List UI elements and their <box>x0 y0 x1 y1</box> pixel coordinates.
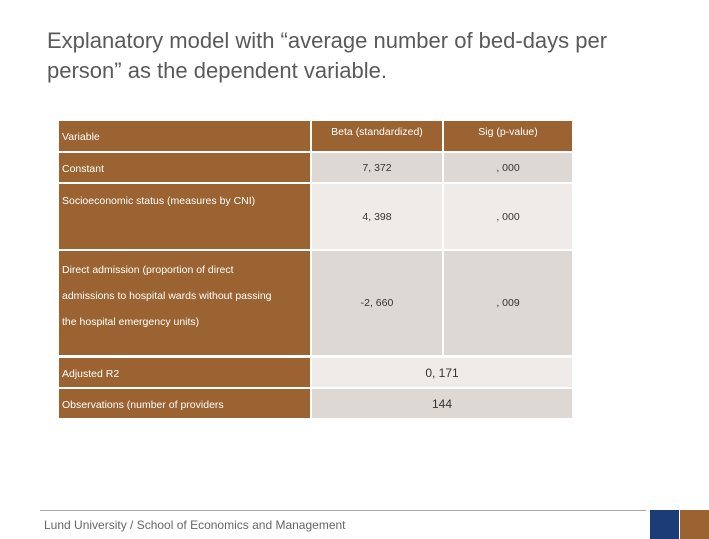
header-sig: Sig (p-value) <box>478 126 538 138</box>
header-sig-cell: Sig (p-value) <box>444 121 572 151</box>
constant-sig: , 000 <box>496 161 520 174</box>
header-beta-cell: Beta (standardized) <box>312 121 442 151</box>
header-variable: Variable <box>62 131 100 143</box>
direct-beta: -2, 660 <box>360 297 394 309</box>
socio-sig: , 000 <box>496 210 520 223</box>
slide-title: Explanatory model with “average number o… <box>47 28 608 83</box>
direct-label-line3: the hospital emergency units) <box>62 316 200 328</box>
direct-label-cell: Direct admission (proportion of direct a… <box>59 251 310 355</box>
direct-label-line1: Direct admission (proportion of direct <box>62 264 234 276</box>
constant-label: Constant <box>62 163 105 175</box>
obs-label-cell: Observations (number of providers <box>59 389 310 418</box>
constant-beta-cell: 7, 372 <box>312 153 442 182</box>
r2-value: 0, 171 <box>425 365 459 380</box>
obs-value-cell: 144 <box>312 389 572 418</box>
footer-text: Lund University / School of Economics an… <box>44 518 346 532</box>
socio-beta-cell: 4, 398 <box>312 184 442 249</box>
header-beta: Beta (standardized) <box>331 126 423 138</box>
navy-logo-block <box>650 510 679 539</box>
constant-label-cell: Constant <box>59 153 310 182</box>
obs-label: Observations (number of providers <box>62 399 224 411</box>
r2-label-cell: Adjusted R2 <box>59 358 310 387</box>
socio-label: Socioeconomic status (measures by CNI) <box>62 195 256 207</box>
r2-value-cell: 0, 171 <box>312 358 572 387</box>
direct-label-line2: admissions to hospital wards without pas… <box>62 290 272 302</box>
socio-label-cell: Socioeconomic status (measures by CNI) <box>59 184 310 249</box>
socio-beta: 4, 398 <box>362 210 392 223</box>
constant-sig-cell: , 000 <box>444 153 572 182</box>
r2-label: Adjusted R2 <box>62 368 120 380</box>
direct-sig: , 009 <box>496 297 520 309</box>
constant-beta: 7, 372 <box>362 161 392 174</box>
socio-sig-cell: , 000 <box>444 184 572 249</box>
brown-logo-block <box>680 510 709 539</box>
direct-beta-cell: -2, 660 <box>312 251 442 355</box>
header-variable-cell: Variable <box>59 121 310 151</box>
direct-sig-cell: , 009 <box>444 251 572 355</box>
footer-divider <box>40 510 646 511</box>
obs-value: 144 <box>431 396 453 411</box>
